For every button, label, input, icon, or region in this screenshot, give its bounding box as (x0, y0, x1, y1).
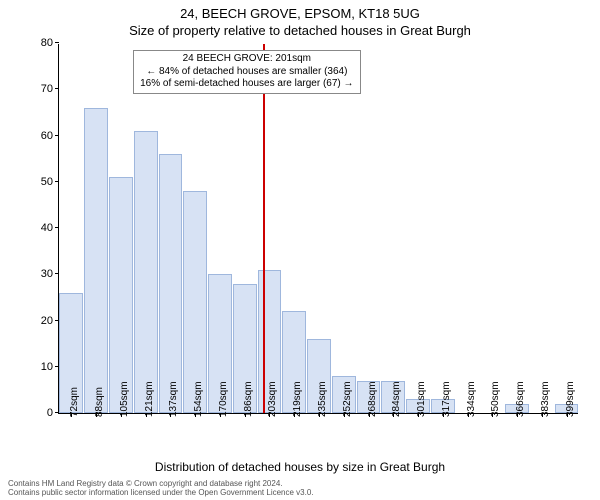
y-tick-label: 40 (41, 222, 53, 234)
plot-wrap: 0102030405060708072sqm88sqm105sqm121sqm1… (58, 44, 578, 414)
y-tick-mark (55, 88, 59, 89)
annotation-line2: ← 84% of detached houses are smaller (36… (140, 66, 353, 79)
y-tick-mark (55, 227, 59, 228)
x-tick-label: 235sqm (317, 381, 328, 417)
y-tick-label: 10 (41, 361, 53, 373)
y-tick-label: 80 (41, 37, 53, 49)
annotation-box: 24 BEECH GROVE: 201sqm← 84% of detached … (133, 50, 360, 94)
y-tick-mark (55, 320, 59, 321)
x-tick-label: 317sqm (441, 381, 452, 417)
y-tick-mark (55, 181, 59, 182)
y-tick-mark (55, 42, 59, 43)
footer: Contains HM Land Registry data © Crown c… (8, 479, 592, 498)
title-sub: Size of property relative to detached ho… (0, 21, 600, 38)
annotation-line1: 24 BEECH GROVE: 201sqm (140, 53, 353, 66)
title-main: 24, BEECH GROVE, EPSOM, KT18 5UG (0, 0, 600, 21)
x-tick-label: 350sqm (490, 381, 501, 417)
x-tick-label: 105sqm (119, 381, 130, 417)
x-tick-label: 268sqm (367, 381, 378, 417)
y-tick-mark (55, 273, 59, 274)
y-tick-label: 60 (41, 130, 53, 142)
x-tick-label: 219sqm (292, 381, 303, 417)
histogram-bar (183, 191, 207, 413)
marker-line (263, 44, 265, 413)
plot-area: 0102030405060708072sqm88sqm105sqm121sqm1… (58, 44, 578, 414)
footer-line1: Contains HM Land Registry data © Crown c… (8, 479, 592, 489)
y-tick-label: 30 (41, 268, 53, 280)
x-tick-label: 284sqm (391, 381, 402, 417)
x-tick-label: 334sqm (466, 381, 477, 417)
y-tick-label: 0 (47, 407, 53, 419)
x-tick-label: 137sqm (168, 381, 179, 417)
x-tick-label: 203sqm (267, 381, 278, 417)
histogram-bar (84, 108, 108, 413)
x-tick-label: 88sqm (94, 387, 105, 417)
x-tick-label: 72sqm (69, 387, 80, 417)
x-tick-label: 301sqm (416, 381, 427, 417)
annotation-line3: 16% of semi-detached houses are larger (… (140, 78, 353, 91)
histogram-bar (134, 131, 158, 413)
x-tick-label: 154sqm (193, 381, 204, 417)
y-tick-mark (55, 135, 59, 136)
x-tick-label: 121sqm (144, 381, 155, 417)
y-tick-label: 50 (41, 176, 53, 188)
y-tick-label: 20 (41, 315, 53, 327)
y-tick-mark (55, 412, 59, 413)
x-tick-label: 399sqm (565, 381, 576, 417)
y-tick-label: 70 (41, 83, 53, 95)
x-tick-label: 252sqm (342, 381, 353, 417)
x-tick-label: 186sqm (243, 381, 254, 417)
x-tick-label: 366sqm (515, 381, 526, 417)
histogram-bar (159, 154, 183, 413)
x-tick-label: 383sqm (540, 381, 551, 417)
x-tick-label: 170sqm (218, 381, 229, 417)
y-tick-mark (55, 366, 59, 367)
histogram-bar (109, 177, 133, 413)
x-axis-label: Distribution of detached houses by size … (0, 460, 600, 474)
footer-line2: Contains public sector information licen… (8, 488, 592, 498)
chart-container: 24, BEECH GROVE, EPSOM, KT18 5UG Size of… (0, 0, 600, 500)
